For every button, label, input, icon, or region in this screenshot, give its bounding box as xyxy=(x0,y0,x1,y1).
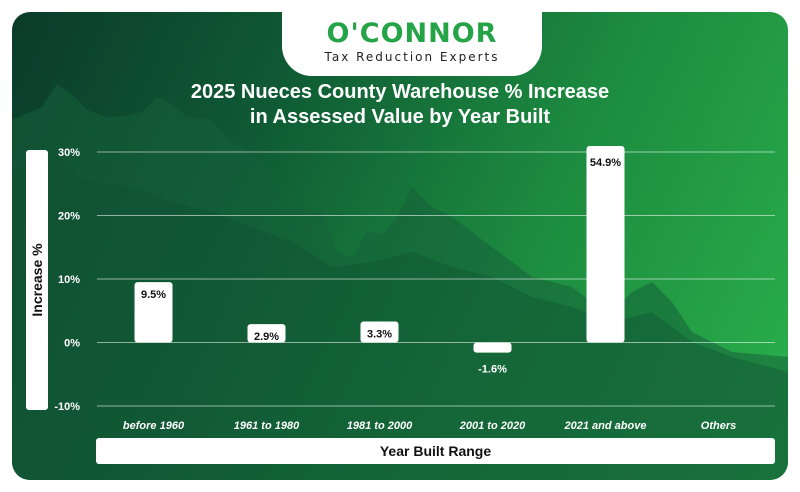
x-axis-label-box xyxy=(96,438,775,464)
chart-title-line1: 2025 Nueces County Warehouse % Increase xyxy=(190,81,610,103)
y-tick-label: 20% xyxy=(58,211,80,223)
data-label: 9.5% xyxy=(141,289,166,301)
bar xyxy=(473,342,512,353)
x-tick-label: 2001 to 2020 xyxy=(459,420,526,432)
brand-logo: O'CONNOR xyxy=(326,18,498,49)
x-tick-label: 2021 and above xyxy=(564,420,647,432)
x-tick-label: Others xyxy=(701,420,736,432)
brand-tagline: Tax Reduction Experts xyxy=(324,50,500,64)
chart-title-line2: in Assessed Value by Year Built xyxy=(249,106,551,128)
data-label: -1.6% xyxy=(478,364,507,376)
background-mountains xyxy=(12,84,788,480)
bar xyxy=(247,324,286,343)
y-tick-label: 10% xyxy=(58,274,80,286)
x-tick-label: before 1960 xyxy=(123,420,185,432)
y-axis-label-box xyxy=(26,150,48,410)
logo-tab: O'CONNOR Tax Reduction Experts xyxy=(282,12,542,76)
bar xyxy=(134,282,173,343)
x-tick-label: 1961 to 1980 xyxy=(234,420,300,432)
y-tick-label: 0% xyxy=(64,338,80,350)
data-label: 3.3% xyxy=(367,329,392,341)
chart-title: 2025 Nueces County Warehouse % Increase … xyxy=(100,80,700,130)
data-label: 2.9% xyxy=(254,331,279,343)
y-tick-label: -10% xyxy=(54,401,80,413)
bar xyxy=(586,146,625,343)
x-axis-label: Year Built Range xyxy=(379,443,492,459)
chart-card: O'CONNOR Tax Reduction Experts xyxy=(12,12,788,480)
data-label: 54.9% xyxy=(590,157,621,169)
bar xyxy=(360,321,399,343)
y-tick-label: 30% xyxy=(58,147,80,159)
x-tick-label: 1981 to 2000 xyxy=(347,420,413,432)
